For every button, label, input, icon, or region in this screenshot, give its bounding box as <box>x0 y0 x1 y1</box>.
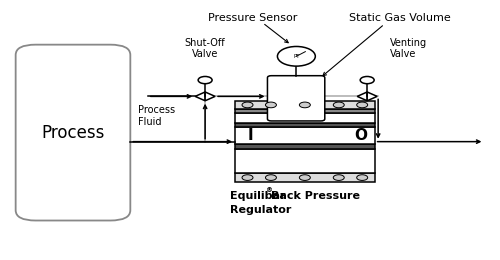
Circle shape <box>198 76 212 84</box>
Circle shape <box>242 175 253 180</box>
Text: Equilibar: Equilibar <box>230 191 285 201</box>
Circle shape <box>300 175 310 180</box>
Text: ®: ® <box>266 187 274 193</box>
Text: O: O <box>354 128 367 143</box>
Circle shape <box>360 76 374 84</box>
Bar <box>296 103 314 109</box>
Text: Process
Fluid: Process Fluid <box>138 105 175 127</box>
Circle shape <box>356 102 368 108</box>
Circle shape <box>334 175 344 180</box>
Text: Process: Process <box>42 124 104 142</box>
Circle shape <box>356 175 368 180</box>
Polygon shape <box>205 92 215 101</box>
Text: Shut-Off
Valve: Shut-Off Valve <box>185 38 226 59</box>
Polygon shape <box>367 92 377 101</box>
Bar <box>235 101 374 109</box>
FancyBboxPatch shape <box>268 76 325 121</box>
Text: Pressure Sensor: Pressure Sensor <box>208 12 297 23</box>
Circle shape <box>334 102 344 108</box>
Text: Back Pressure: Back Pressure <box>271 191 360 201</box>
Bar <box>235 149 374 173</box>
Text: PT: PT <box>293 54 300 59</box>
Circle shape <box>266 175 276 180</box>
FancyBboxPatch shape <box>16 45 130 220</box>
Circle shape <box>242 102 253 108</box>
Text: I: I <box>247 128 253 143</box>
Circle shape <box>266 102 276 108</box>
Bar <box>235 109 374 113</box>
Circle shape <box>300 102 310 108</box>
Circle shape <box>278 47 316 66</box>
Bar <box>235 173 374 182</box>
Bar <box>235 122 374 127</box>
Text: Venting
Valve: Venting Valve <box>390 38 426 59</box>
Polygon shape <box>357 92 367 101</box>
Text: Static Gas Volume: Static Gas Volume <box>348 12 450 23</box>
Bar <box>235 113 374 122</box>
Bar <box>235 127 374 144</box>
Bar <box>235 144 374 149</box>
Polygon shape <box>195 92 205 101</box>
Text: Regulator: Regulator <box>230 205 292 215</box>
